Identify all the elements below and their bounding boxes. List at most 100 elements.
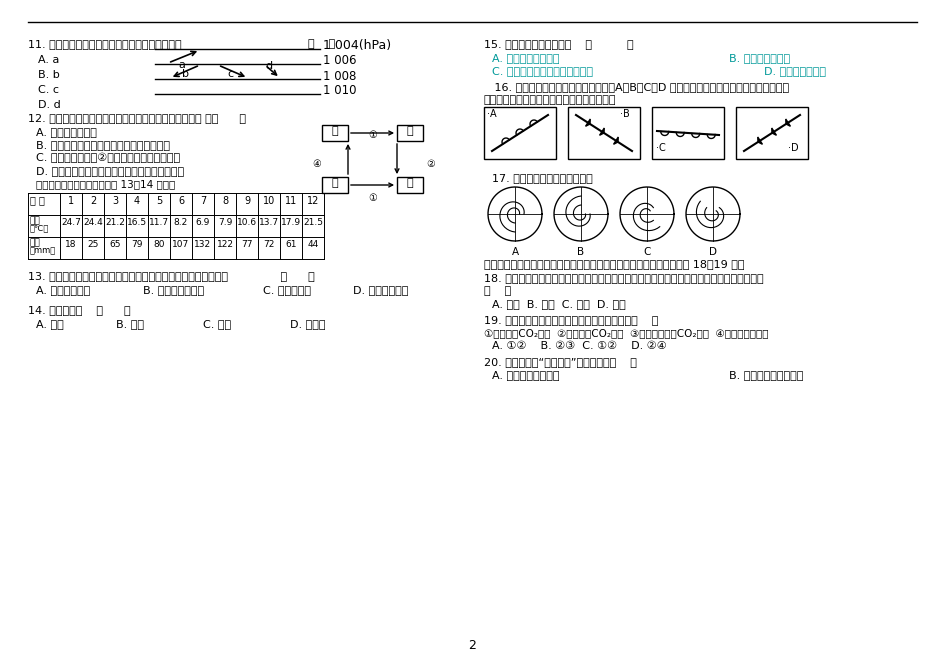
Text: D: D xyxy=(708,247,716,257)
Text: 132: 132 xyxy=(194,240,211,249)
Text: 6.9: 6.9 xyxy=(195,218,210,227)
Text: 19. 导致大气中二氧化碳浓度增高的主要原因有（    ）: 19. 导致大气中二氧化碳浓度增高的主要原因有（ ） xyxy=(483,315,658,325)
Text: 7.9: 7.9 xyxy=(217,218,232,227)
Text: 8: 8 xyxy=(222,196,228,206)
Text: D. 丙为副热带高气压带，其成因与极地高压相同: D. 丙为副热带高气压带，其成因与极地高压相同 xyxy=(36,166,184,176)
Text: 9: 9 xyxy=(244,196,250,206)
Text: ①: ① xyxy=(368,193,377,203)
Text: 2: 2 xyxy=(467,639,476,652)
Text: （℃）: （℃） xyxy=(30,224,49,233)
Text: 11.7: 11.7 xyxy=(149,218,169,227)
Text: B: B xyxy=(577,247,584,257)
Text: 3: 3 xyxy=(111,196,118,206)
Text: a: a xyxy=(177,60,185,70)
Text: 2: 2 xyxy=(90,196,96,206)
Text: 10.6: 10.6 xyxy=(237,218,257,227)
Text: 10: 10 xyxy=(262,196,275,206)
Polygon shape xyxy=(598,128,603,135)
Text: 1 010: 1 010 xyxy=(323,85,356,97)
Text: ·A: ·A xyxy=(486,109,497,119)
Text: 近年来大气中二氧化碳浓度呈上升趋势，导致全球气候变暖。据此回答 18～19 题。: 近年来大气中二氧化碳浓度呈上升趋势，导致全球气候变暖。据此回答 18～19 题。 xyxy=(483,259,744,269)
Text: 月 份: 月 份 xyxy=(30,195,44,205)
Text: 气温: 气温 xyxy=(30,216,41,225)
Text: 12: 12 xyxy=(307,196,319,206)
Text: 16. 下图所示四幅冷、暖锋示意图中，A、B、C、D 四地大致位于同一纬度，此时气温最低、: 16. 下图所示四幅冷、暖锋示意图中，A、B、C、D 四地大致位于同一纬度，此时… xyxy=(483,82,788,92)
Text: 44: 44 xyxy=(307,240,318,249)
Text: 107: 107 xyxy=(172,240,190,249)
Text: 20. 地球大气的“温室效应”不会影响到（    ）: 20. 地球大气的“温室效应”不会影响到（ ） xyxy=(483,357,636,367)
Text: 17.9: 17.9 xyxy=(280,218,301,227)
Text: 80: 80 xyxy=(153,240,164,249)
Text: A. ①②    B. ②③  C. ①②    D. ②④: A. ①② B. ②③ C. ①② D. ②④ xyxy=(492,341,666,351)
Text: 14. 该地可能是    （      ）: 14. 该地可能是 （ ） xyxy=(28,305,130,315)
Text: 18: 18 xyxy=(65,240,76,249)
Bar xyxy=(567,107,639,159)
Text: ①植物吸收CO₂减少  ②植物排放CO₂增多  ③人类活动排放CO₂增多  ④森林面积减少小: ①植物吸收CO₂减少 ②植物排放CO₂增多 ③人类活动排放CO₂增多 ④森林面积… xyxy=(483,328,767,338)
Text: 17. 下列属于南半球反气旋的是: 17. 下列属于南半球反气旋的是 xyxy=(492,173,592,183)
Bar xyxy=(396,125,423,141)
Text: B. 西沙群岛岛屿的数量: B. 西沙群岛岛屿的数量 xyxy=(728,370,802,380)
Text: A. 春季  B. 夏季  C. 秋季  D. 冬季: A. 春季 B. 夏季 C. 秋季 D. 冬季 xyxy=(492,299,625,309)
Polygon shape xyxy=(757,137,762,144)
Text: 8.2: 8.2 xyxy=(174,218,188,227)
Text: A. 温带季风气候: A. 温带季风气候 xyxy=(36,285,91,295)
Text: A. 罗马: A. 罗马 xyxy=(36,319,63,329)
Text: 11. 右图中四个箭头能表示北半球近地面风向的是: 11. 右图中四个箭头能表示北半球近地面风向的是 xyxy=(28,39,181,49)
Text: 15. 冷锋与暖锋的共同点是    （          ）: 15. 冷锋与暖锋的共同点是 （ ） xyxy=(483,39,633,49)
Text: 72: 72 xyxy=(263,240,275,249)
Text: 6: 6 xyxy=(177,196,184,206)
Text: （    ）: （ ） xyxy=(483,286,511,296)
Text: A. 都形成连续性降水: A. 都形成连续性降水 xyxy=(492,53,559,63)
Text: 甲: 甲 xyxy=(331,126,338,136)
Text: B. 上海: B. 上海 xyxy=(116,319,143,329)
Text: ·C: ·C xyxy=(655,143,665,153)
Text: C. 伦敦: C. 伦敦 xyxy=(203,319,231,329)
Text: D. 开普敦: D. 开普敦 xyxy=(290,319,325,329)
Text: 1 008: 1 008 xyxy=(323,69,356,83)
Text: D. 热带雨林气候: D. 热带雨林气候 xyxy=(353,285,408,295)
Text: b: b xyxy=(182,69,189,79)
Text: 25: 25 xyxy=(87,240,98,249)
Text: ②: ② xyxy=(426,159,434,169)
Text: C. c: C. c xyxy=(38,85,59,95)
Polygon shape xyxy=(771,128,776,135)
Text: B. 常年受丙控制的地区往往形成干燥的气候: B. 常年受丙控制的地区往往形成干燥的气候 xyxy=(36,140,170,150)
Text: C. 气压带丁和风带②交替控制形成地中海气候: C. 气压带丁和风带②交替控制形成地中海气候 xyxy=(36,153,180,163)
Text: 1: 1 xyxy=(68,196,74,206)
Text: 11: 11 xyxy=(284,196,296,206)
Text: 4: 4 xyxy=(134,196,140,206)
Bar xyxy=(735,107,807,159)
Text: 乙: 乙 xyxy=(406,126,413,136)
Bar xyxy=(651,107,723,159)
Text: 13. 从该地气温和降水的月份分配组合上判断，该地的气候类型是               （      ）: 13. 从该地气温和降水的月份分配组合上判断，该地的气候类型是 （ ） xyxy=(28,271,314,281)
Text: ④: ④ xyxy=(312,159,320,169)
Text: 21.2: 21.2 xyxy=(105,218,125,227)
Text: A. 丙为极地高压带: A. 丙为极地高压带 xyxy=(36,127,97,137)
Text: B. b: B. b xyxy=(38,70,59,80)
Text: （mm）: （mm） xyxy=(30,246,57,255)
Text: c: c xyxy=(227,69,233,79)
Text: 24.4: 24.4 xyxy=(83,218,103,227)
Text: D. 都属于气候系统: D. 都属于气候系统 xyxy=(763,66,825,76)
Polygon shape xyxy=(784,119,789,126)
Text: A. 农作物品种的分布: A. 农作物品种的分布 xyxy=(492,370,559,380)
Text: C: C xyxy=(643,247,650,257)
Text: 1 006: 1 006 xyxy=(323,55,356,67)
Bar xyxy=(483,107,555,159)
Text: 65: 65 xyxy=(110,240,121,249)
Text: A: A xyxy=(511,247,518,257)
Text: 丁: 丁 xyxy=(406,178,413,188)
Bar xyxy=(322,177,347,193)
Text: 77: 77 xyxy=(241,240,252,249)
Text: 读某地气温、降水资料，回答 13～14 问题。: 读某地气温、降水资料，回答 13～14 问题。 xyxy=(36,179,175,189)
Bar xyxy=(396,177,423,193)
Text: 13.7: 13.7 xyxy=(259,218,278,227)
Text: D. d: D. d xyxy=(38,100,60,110)
Text: 气压最高的地点是（不考虑地形和海陆因素）: 气压最高的地点是（不考虑地形和海陆因素） xyxy=(483,95,615,105)
Text: C. 地中海气候: C. 地中海气候 xyxy=(262,285,311,295)
Polygon shape xyxy=(613,137,617,144)
Text: 降水: 降水 xyxy=(30,238,41,247)
Text: 1 004(hPa): 1 004(hPa) xyxy=(323,39,391,53)
Text: ·D: ·D xyxy=(787,143,798,153)
Text: 79: 79 xyxy=(131,240,143,249)
